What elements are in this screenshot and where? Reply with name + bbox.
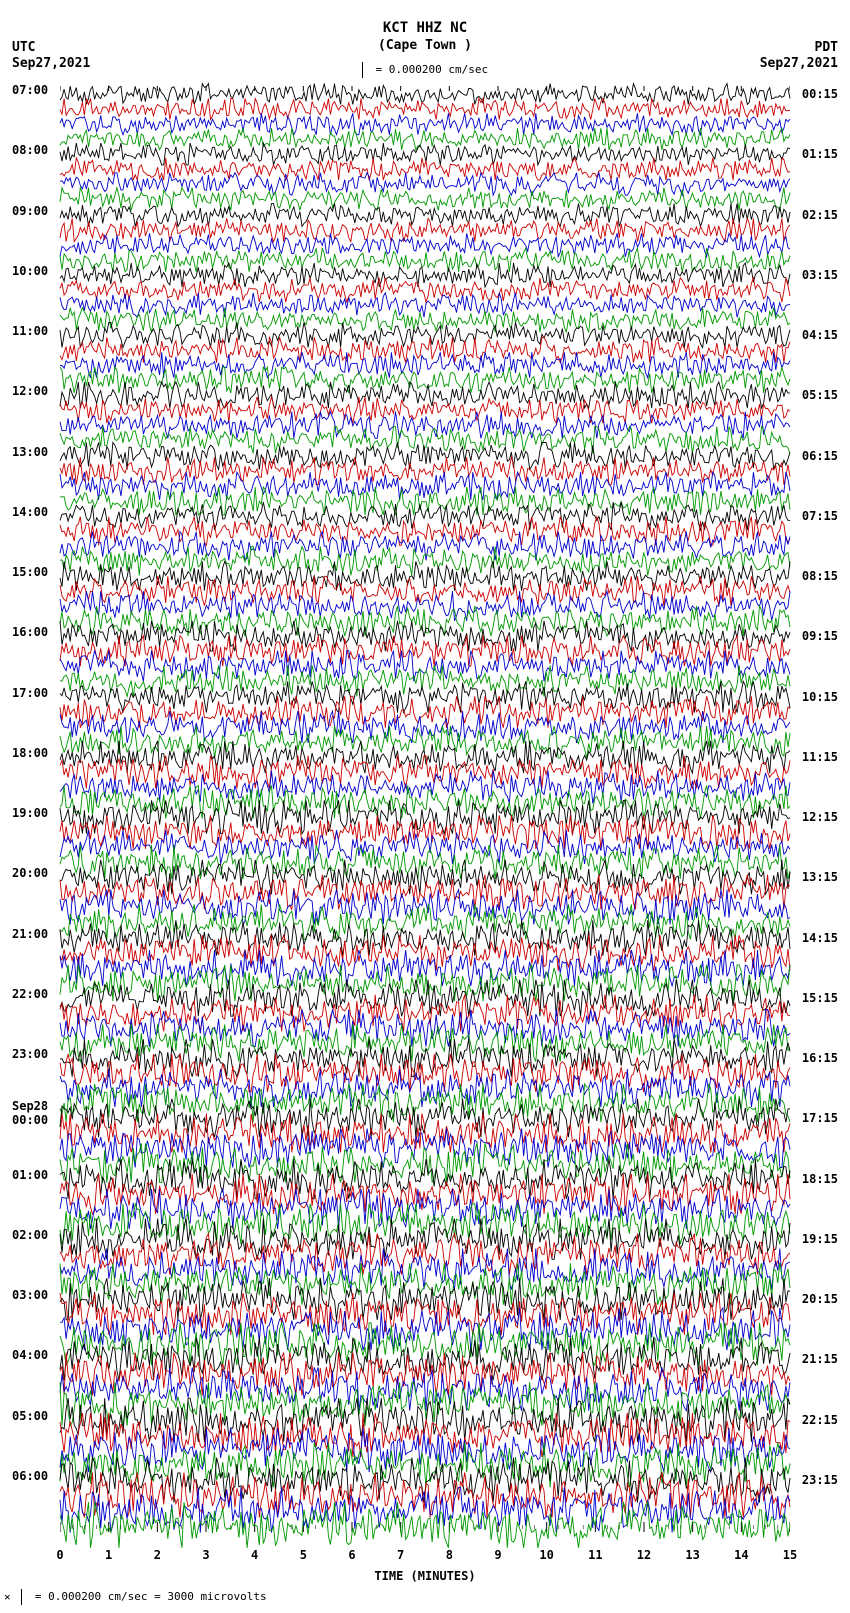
- pdt-time-label: 21:15: [802, 1352, 838, 1366]
- scale-indicator: = 0.000200 cm/sec: [0, 62, 850, 78]
- x-tick-label: 1: [105, 1548, 112, 1562]
- pdt-time-label: 15:15: [802, 991, 838, 1005]
- utc-time-label: 22:00: [12, 987, 48, 1001]
- pdt-time-label: 10:15: [802, 690, 838, 704]
- x-tick-label: 6: [348, 1548, 355, 1562]
- utc-time-label: 05:00: [12, 1409, 48, 1423]
- utc-time-label: 02:00: [12, 1228, 48, 1242]
- pdt-time-label: 14:15: [802, 931, 838, 945]
- tz-right: PDT: [815, 40, 838, 55]
- pdt-time-label: 17:15: [802, 1111, 838, 1125]
- utc-time-label: 10:00: [12, 264, 48, 278]
- utc-time-label: 04:00: [12, 1348, 48, 1362]
- utc-time-label: 21:00: [12, 927, 48, 941]
- pdt-time-label: 02:15: [802, 208, 838, 222]
- scale-bar-icon: [21, 1589, 22, 1605]
- scale-text: = 0.000200 cm/sec: [376, 63, 489, 76]
- pdt-time-label: 06:15: [802, 449, 838, 463]
- pdt-time-label: 18:15: [802, 1172, 838, 1186]
- footer-text: = 0.000200 cm/sec = 3000 microvolts: [35, 1590, 267, 1603]
- footer-scale: × = 0.000200 cm/sec = 3000 microvolts: [4, 1589, 267, 1605]
- x-tick-label: 12: [637, 1548, 651, 1562]
- utc-time-label: 01:00: [12, 1168, 48, 1182]
- x-tick-label: 15: [783, 1548, 797, 1562]
- utc-time-label: 14:00: [12, 505, 48, 519]
- seismic-trace: [60, 1510, 790, 1540]
- utc-time-label: 00:00: [12, 1113, 48, 1127]
- x-tick-label: 9: [494, 1548, 501, 1562]
- pdt-time-label: 22:15: [802, 1413, 838, 1427]
- utc-time-label: 17:00: [12, 686, 48, 700]
- x-tick-label: 5: [300, 1548, 307, 1562]
- utc-time-label: 15:00: [12, 565, 48, 579]
- pdt-time-label: 09:15: [802, 629, 838, 643]
- x-tick-label: 2: [154, 1548, 161, 1562]
- pdt-time-label: 23:15: [802, 1473, 838, 1487]
- scale-bar-icon: [362, 62, 363, 78]
- x-tick-label: 0: [56, 1548, 63, 1562]
- pdt-time-label: 05:15: [802, 388, 838, 402]
- pdt-time-label: 07:15: [802, 509, 838, 523]
- utc-time-label: 13:00: [12, 445, 48, 459]
- utc-time-label: 03:00: [12, 1288, 48, 1302]
- pdt-time-label: 12:15: [802, 810, 838, 824]
- x-tick-label: 3: [202, 1548, 209, 1562]
- pdt-time-label: 19:15: [802, 1232, 838, 1246]
- x-tick-label: 4: [251, 1548, 258, 1562]
- utc-time-label: 12:00: [12, 384, 48, 398]
- tz-left: UTC: [12, 40, 35, 55]
- utc-time-label: 11:00: [12, 324, 48, 338]
- utc-time-label: 16:00: [12, 625, 48, 639]
- pdt-time-label: 20:15: [802, 1292, 838, 1306]
- pdt-time-label: 00:15: [802, 87, 838, 101]
- utc-time-label: 07:00: [12, 83, 48, 97]
- x-tick-label: 7: [397, 1548, 404, 1562]
- utc-time-label: 08:00: [12, 143, 48, 157]
- x-tick-label: 11: [588, 1548, 602, 1562]
- seismogram-plot: [60, 86, 790, 1532]
- x-tick-label: 10: [539, 1548, 553, 1562]
- x-tick-label: 8: [446, 1548, 453, 1562]
- utc-time-label: 18:00: [12, 746, 48, 760]
- station-title: KCT HHZ NC: [0, 20, 850, 36]
- pdt-time-label: 16:15: [802, 1051, 838, 1065]
- utc-time-label: 23:00: [12, 1047, 48, 1061]
- pdt-time-label: 13:15: [802, 870, 838, 884]
- location-label: (Cape Town ): [0, 38, 850, 53]
- x-tick-label: 13: [685, 1548, 699, 1562]
- pdt-time-label: 11:15: [802, 750, 838, 764]
- pdt-time-label: 03:15: [802, 268, 838, 282]
- utc-date-break: Sep28: [12, 1099, 48, 1113]
- utc-time-label: 20:00: [12, 866, 48, 880]
- utc-time-label: 09:00: [12, 204, 48, 218]
- pdt-time-label: 08:15: [802, 569, 838, 583]
- pdt-time-label: 04:15: [802, 328, 838, 342]
- utc-time-label: 19:00: [12, 806, 48, 820]
- x-axis-label: TIME (MINUTES): [0, 1569, 850, 1583]
- pdt-time-label: 01:15: [802, 147, 838, 161]
- utc-time-label: 06:00: [12, 1469, 48, 1483]
- x-tick-label: 14: [734, 1548, 748, 1562]
- x-axis: 0123456789101112131415: [60, 1548, 790, 1568]
